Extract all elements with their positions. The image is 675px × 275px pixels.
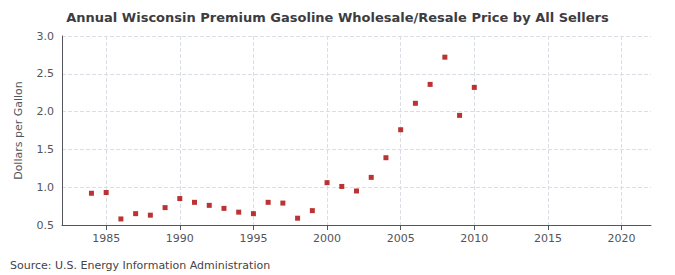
svg-text:2020: 2020	[608, 232, 636, 245]
svg-text:1995: 1995	[239, 232, 267, 245]
svg-text:Annual Wisconsin Premium Gasol: Annual Wisconsin Premium Gasoline Wholes…	[66, 10, 609, 25]
svg-text:2.5: 2.5	[37, 67, 55, 80]
svg-text:2010: 2010	[460, 232, 488, 245]
svg-text:3.0: 3.0	[37, 30, 55, 43]
svg-text:2015: 2015	[534, 232, 562, 245]
svg-text:2005: 2005	[387, 232, 415, 245]
svg-text:Dollars per Gallon: Dollars per Gallon	[12, 81, 25, 180]
svg-text:1.0: 1.0	[37, 181, 55, 194]
svg-text:1.5: 1.5	[37, 143, 55, 156]
svg-text:Source: U.S. Energy Informatio: Source: U.S. Energy Information Administ…	[10, 259, 270, 272]
svg-text:0.5: 0.5	[37, 219, 55, 232]
svg-text:2.0: 2.0	[37, 105, 55, 118]
svg-text:2000: 2000	[313, 232, 341, 245]
svg-text:1985: 1985	[92, 232, 120, 245]
svg-text:1990: 1990	[166, 232, 194, 245]
